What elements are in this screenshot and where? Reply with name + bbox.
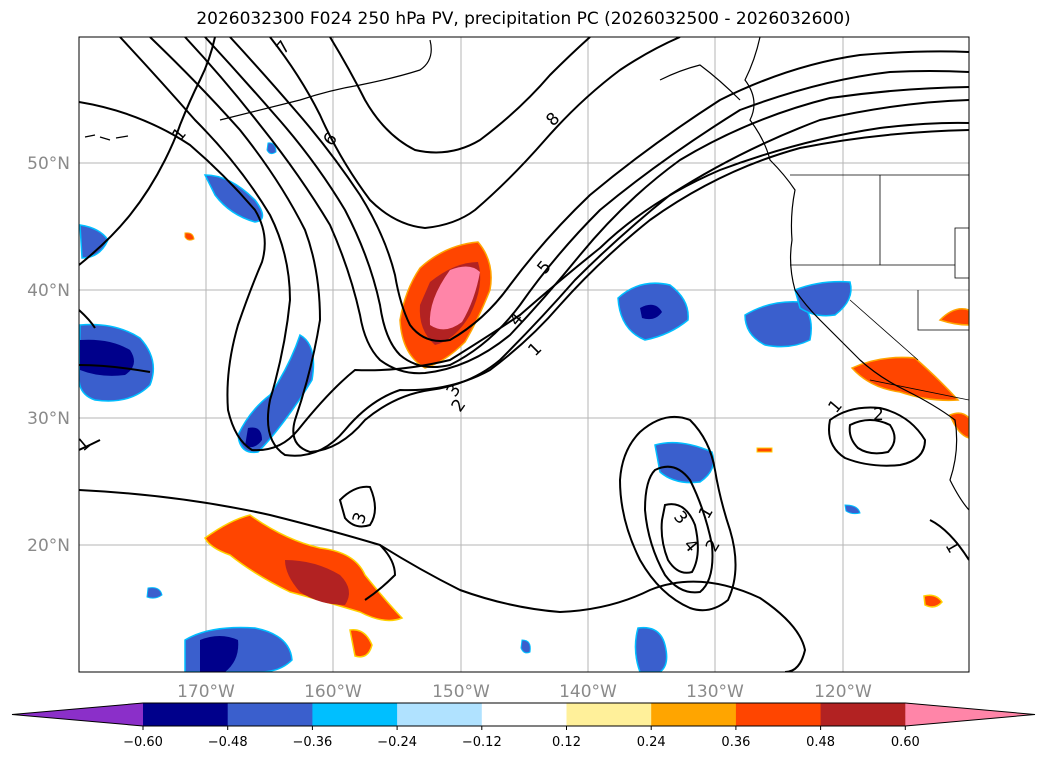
colorbar-segment xyxy=(481,703,567,726)
colorbar-tick-label: −0.24 xyxy=(377,735,417,750)
colorbar-segment xyxy=(651,703,737,726)
chart-title: 2026032300 F024 250 hPa PV, precipitatio… xyxy=(196,9,851,29)
colorbar: −0.60 −0.48 −0.36 −0.24 −0.12 0.12 0.24 0.36 0.4… xyxy=(11,702,1036,750)
colorbar-tick-label: 0.12 xyxy=(552,735,581,750)
precip-negative-patches xyxy=(79,142,861,672)
colorbar-tick-label: 0.48 xyxy=(806,735,835,750)
pv-contours xyxy=(79,37,969,672)
longitude-labels: 170°W 160°W 150°W 140°W 130°W 120°W xyxy=(177,682,872,702)
lat-label: 40°N xyxy=(27,281,70,301)
colorbar-segment xyxy=(227,703,313,726)
lat-label: 50°N xyxy=(27,154,70,174)
colorbar-segment xyxy=(397,703,483,726)
lon-label: 140°W xyxy=(559,682,617,702)
colorbar-tick-label: 0.24 xyxy=(637,735,666,750)
plot-area xyxy=(79,37,969,672)
lat-label: 20°N xyxy=(27,536,70,556)
colorbar-tick-label: −0.48 xyxy=(208,735,248,750)
precip-positive-patches xyxy=(184,232,969,658)
colorbar-extend-min xyxy=(12,703,143,726)
colorbar-tick-label: −0.12 xyxy=(462,735,502,750)
colorbar-segment xyxy=(735,703,822,726)
colorbar-extend-max xyxy=(905,703,1035,726)
colorbar-tick-label: 0.36 xyxy=(721,735,750,750)
plot-frame xyxy=(78,36,970,673)
lat-label: 30°N xyxy=(27,409,70,429)
lon-label: 150°W xyxy=(432,682,490,702)
lon-label: 170°W xyxy=(177,682,235,702)
colorbar-segment xyxy=(312,703,398,726)
contour-label: 2 xyxy=(873,405,884,425)
colorbar-tick-label: 0.60 xyxy=(891,735,920,750)
colorbar-tick-label: −0.36 xyxy=(292,735,332,750)
colorbar-tick-label: −0.60 xyxy=(123,735,163,750)
colorbar-segment xyxy=(566,703,652,726)
lon-label: 130°W xyxy=(686,682,744,702)
colorbar-segment xyxy=(820,703,906,726)
lon-label: 120°W xyxy=(814,682,872,702)
colorbar-segment xyxy=(143,703,229,726)
lon-label: 160°W xyxy=(304,682,362,702)
state-borders xyxy=(790,174,969,401)
latitude-labels: 50°N 40°N 30°N 20°N xyxy=(27,154,70,556)
